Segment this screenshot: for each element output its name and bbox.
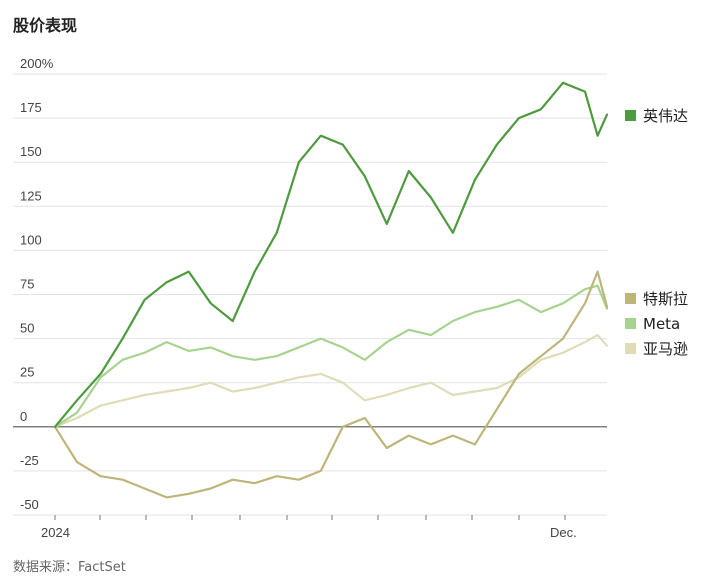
x-tick-label: 2024 xyxy=(41,525,70,540)
series-line-1 xyxy=(53,81,609,428)
x-tick-label: Dec. xyxy=(550,525,577,540)
series-line-3 xyxy=(53,284,609,428)
chart-title: 股价表现 xyxy=(13,16,78,35)
legend-label: 亚马逊 xyxy=(643,340,688,358)
legend-swatch xyxy=(625,293,636,304)
x-axis: 2024 Dec. xyxy=(41,515,577,540)
gridlines xyxy=(13,73,607,516)
series-line-2 xyxy=(53,270,609,499)
y-tick-label: -50 xyxy=(20,497,39,512)
y-tick-label: 25 xyxy=(20,365,34,380)
y-tick-label: 200% xyxy=(20,56,54,71)
y-tick-label: -25 xyxy=(20,453,39,468)
legend-label: 英伟达 xyxy=(643,107,688,125)
y-axis-ticks: 200% 175 150 125 100 75 50 25 0 -25 -50 xyxy=(20,56,54,512)
y-tick-label: 0 xyxy=(20,409,27,424)
y-tick-label: 100 xyxy=(20,232,42,247)
y-tick-label: 50 xyxy=(20,321,34,336)
y-tick-label: 175 xyxy=(20,100,42,115)
legend-label: Meta xyxy=(643,315,680,333)
legend-swatch xyxy=(625,343,636,354)
y-tick-label: 150 xyxy=(20,144,42,159)
legend-swatch xyxy=(625,318,636,329)
series-line-4 xyxy=(53,334,609,428)
legend-label: 特斯拉 xyxy=(643,290,688,308)
series-lines xyxy=(53,81,609,499)
y-tick-label: 75 xyxy=(20,277,34,292)
legend-swatch xyxy=(625,110,636,121)
source-note: 数据来源：FactSet xyxy=(13,560,126,575)
y-tick-label: 125 xyxy=(20,188,42,203)
